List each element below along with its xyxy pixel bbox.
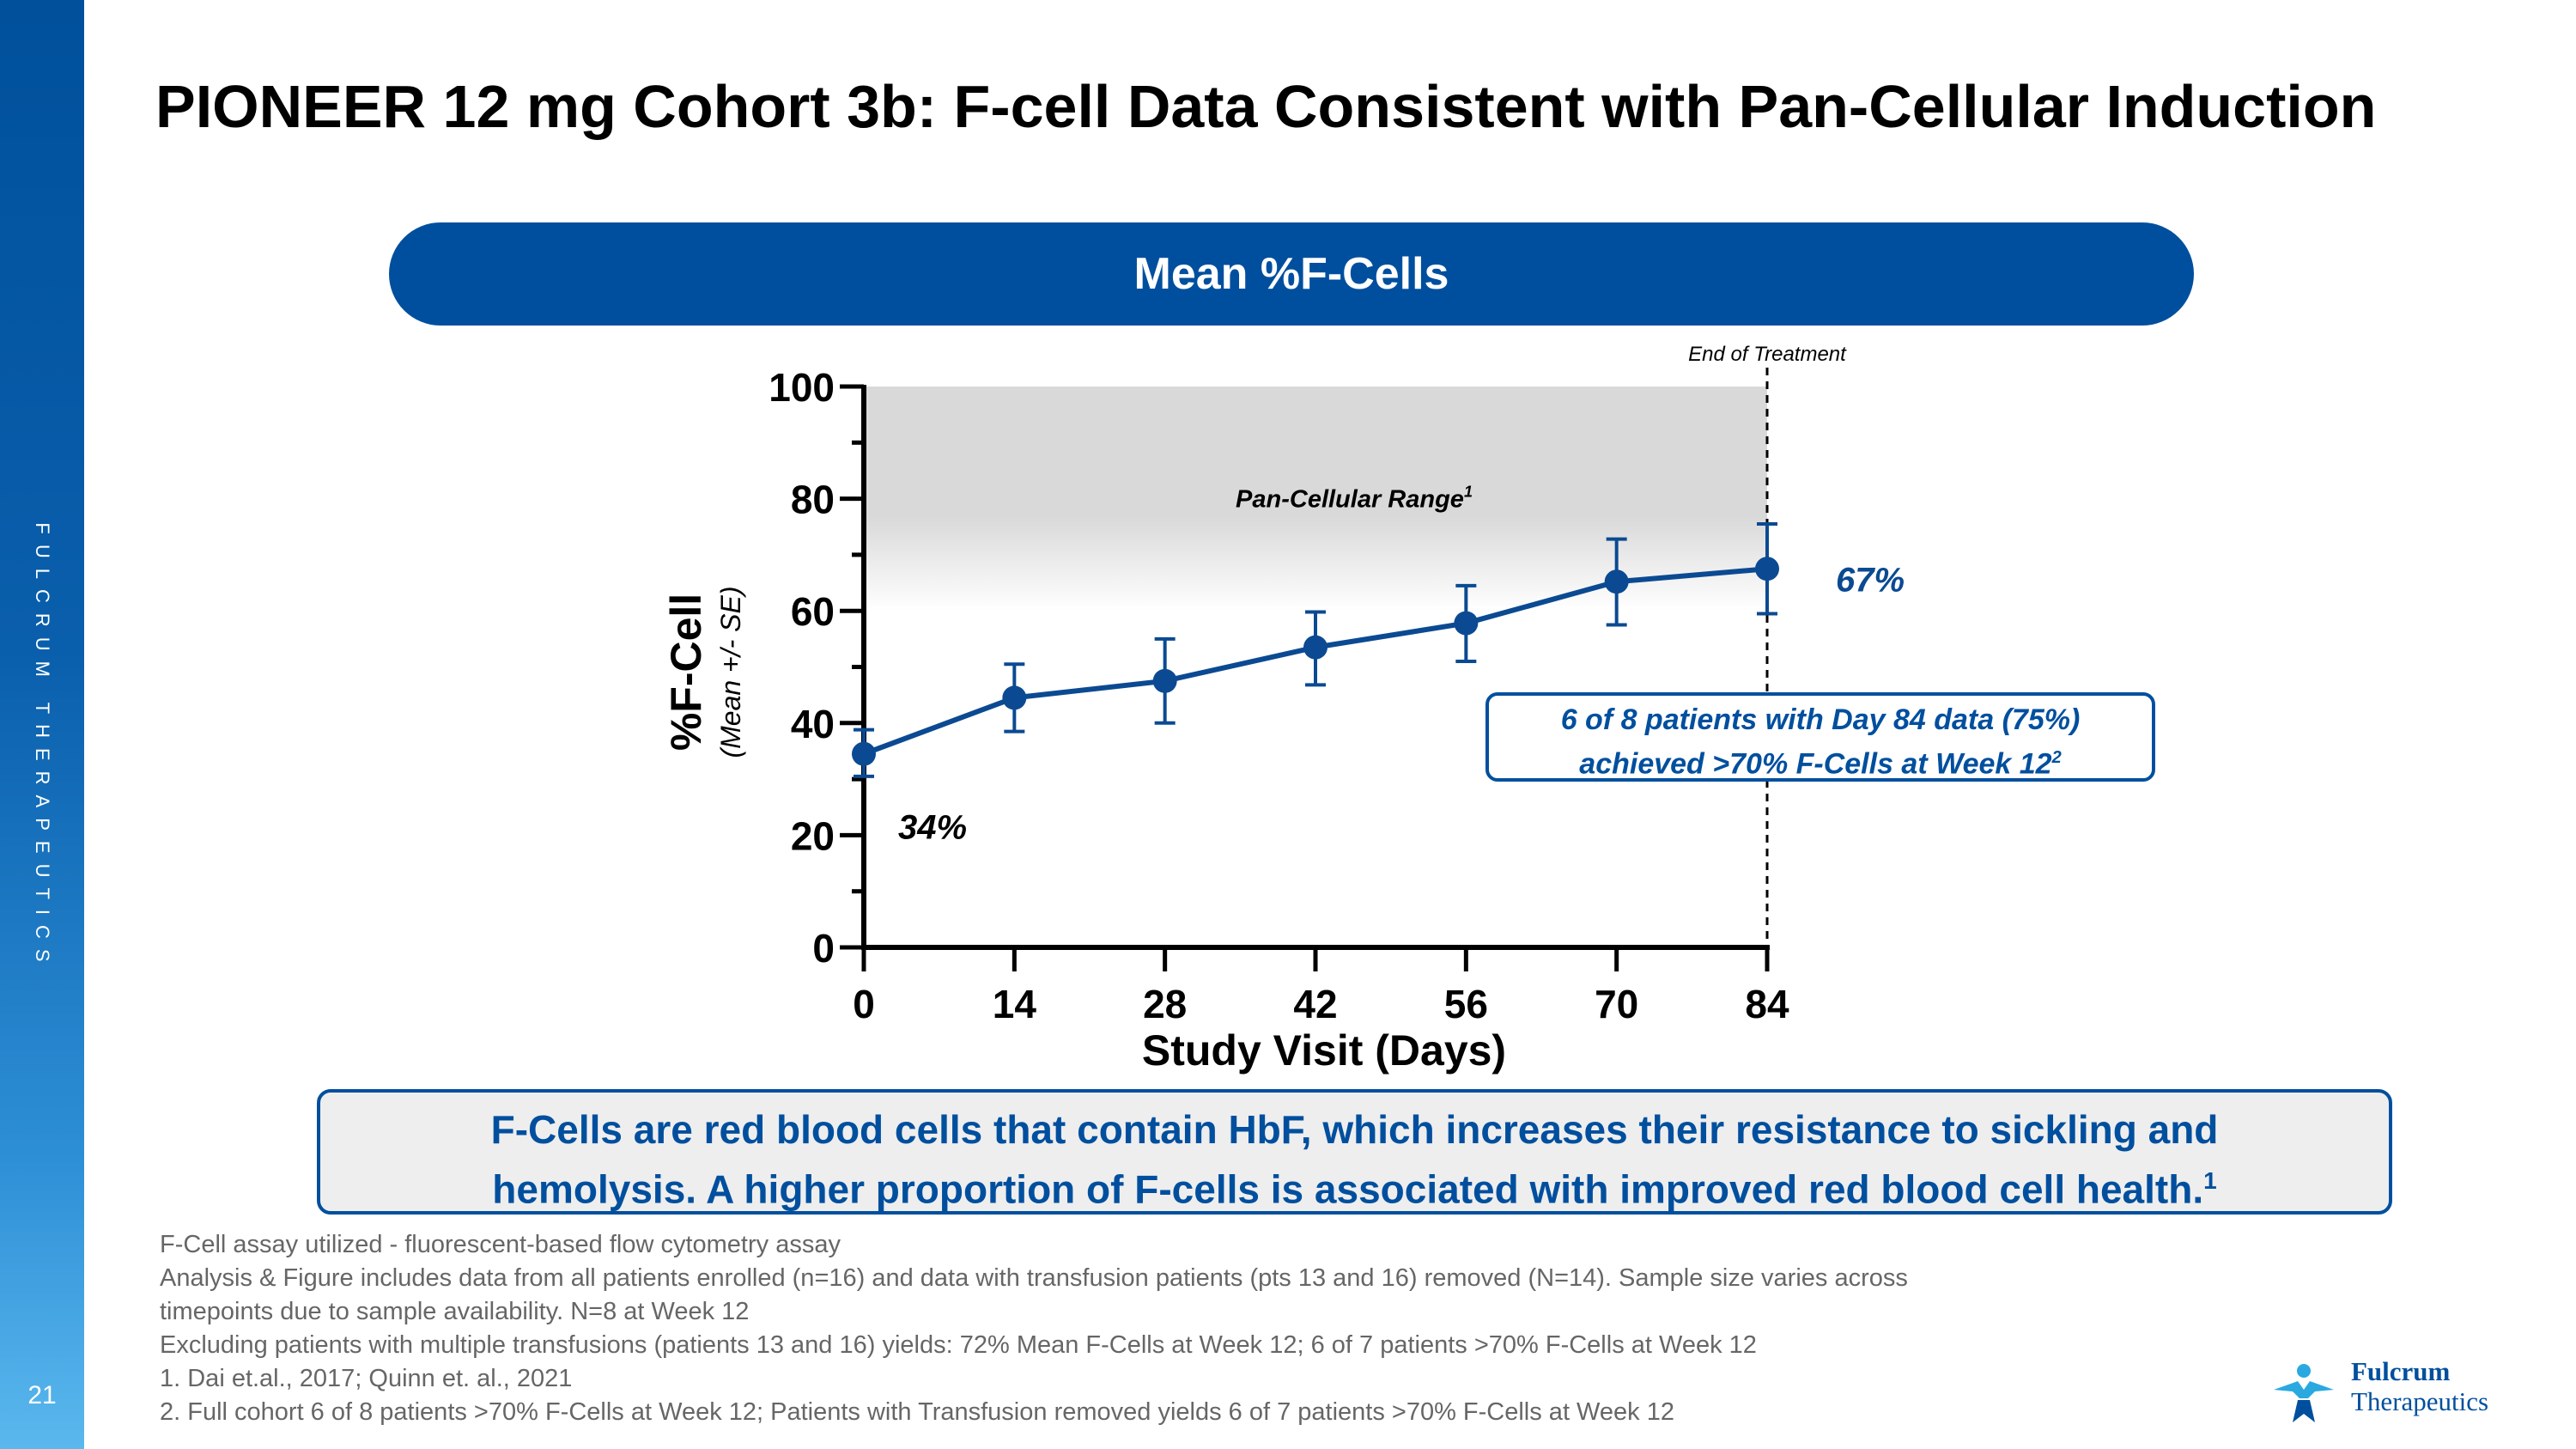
- footnote-line: 2. Full cohort 6 of 8 patients >70% F-Ce…: [160, 1398, 1674, 1426]
- end-of-treatment-label: End of Treatment: [1688, 343, 1847, 366]
- y-axis-label: %F-Cell: [662, 594, 710, 751]
- chart-banner: Mean %F-Cells: [389, 222, 2194, 326]
- fulcrum-logo-icon: [2274, 1364, 2334, 1422]
- data-point: [852, 741, 876, 766]
- chart-point-labels: 34% 67%: [898, 561, 1905, 846]
- page-title: PIONEER 12 mg Cohort 3b: F-cell Data Con…: [155, 73, 2377, 140]
- x-tick-label: 70: [1595, 982, 1638, 1026]
- chart-axes: 0 20 40 60 80 100 0 14 28 42 56 70 84: [769, 365, 1789, 1026]
- callout-sup: 2: [2051, 748, 2062, 767]
- logo-name: Fulcrum: [2351, 1356, 2451, 1386]
- callout-line-2: achieved >70% F-Cells at Week 12: [1579, 747, 2052, 781]
- y-tick-label: 60: [791, 589, 835, 634]
- info-line-2-wrap: hemolysis. A higher proportion of F-cell…: [320, 1155, 2389, 1215]
- footnotes: F-Cell assay utilized - fluorescent-base…: [160, 1228, 2289, 1429]
- y-tick-label: 0: [812, 926, 835, 971]
- data-point: [1303, 635, 1327, 660]
- y-tick-label: 40: [791, 702, 835, 746]
- data-point: [1152, 668, 1177, 693]
- chart-series: [852, 521, 1779, 778]
- y-tick-label: 100: [769, 365, 835, 410]
- pan-cellular-range-sup: 1: [1464, 484, 1473, 501]
- pan-cellular-range-label: Pan-Cellular Range1: [1236, 484, 1473, 514]
- y-tick-label: 20: [791, 813, 835, 858]
- pan-cellular-range-text: Pan-Cellular Range: [1236, 486, 1464, 514]
- page-number: 21: [27, 1381, 57, 1409]
- y-tick-label: 80: [791, 478, 835, 522]
- x-tick-label: 84: [1745, 982, 1789, 1026]
- data-point: [1002, 685, 1027, 710]
- point-value-label: 67%: [1836, 561, 1905, 599]
- data-point: [1755, 557, 1779, 581]
- fcell-info-box: F-Cells are red blood cells that contain…: [317, 1089, 2392, 1215]
- info-sup: 1: [2203, 1167, 2217, 1194]
- info-line-1: F-Cells are red blood cells that contain…: [490, 1107, 2219, 1152]
- x-axis-label: Study Visit (Days): [1142, 1026, 1506, 1075]
- patients-callout-box: 6 of 8 patients with Day 84 data (75%) a…: [1485, 692, 2155, 782]
- x-tick-label: 14: [993, 982, 1037, 1026]
- footnote-line: F-Cell assay utilized - fluorescent-base…: [160, 1231, 841, 1258]
- footnote-line: Excluding patients with multiple transfu…: [160, 1331, 1757, 1359]
- data-point: [1604, 569, 1629, 594]
- callout-line-2-wrap: achieved >70% F-Cells at Week 122: [1489, 739, 2152, 782]
- x-tick-label: 28: [1143, 982, 1187, 1026]
- footnote-line: Analysis & Figure includes data from all…: [160, 1264, 1908, 1292]
- fulcrum-logo-text: Fulcrum Therapeutics: [2351, 1357, 2488, 1417]
- point-value-label: 34%: [898, 808, 967, 846]
- logo-subname: Therapeutics: [2351, 1386, 2489, 1416]
- callout-line-1: 6 of 8 patients with Day 84 data (75%): [1560, 703, 2081, 736]
- footnote-line: timepoints due to sample availability. N…: [160, 1298, 750, 1325]
- y-axis-sublabel: (Mean +/- SE): [715, 586, 746, 758]
- brand-sidebar: FULCRUM THERAPEUTICS 21: [0, 0, 84, 1449]
- info-line-2: hemolysis. A higher proportion of F-cell…: [492, 1166, 2204, 1212]
- data-point: [1454, 611, 1479, 636]
- footnote-line: 1. Dai et.al., 2017; Quinn et. al., 2021: [160, 1365, 573, 1392]
- x-tick-label: 56: [1444, 982, 1488, 1026]
- x-tick-label: 42: [1293, 982, 1337, 1026]
- x-tick-label: 0: [853, 982, 875, 1026]
